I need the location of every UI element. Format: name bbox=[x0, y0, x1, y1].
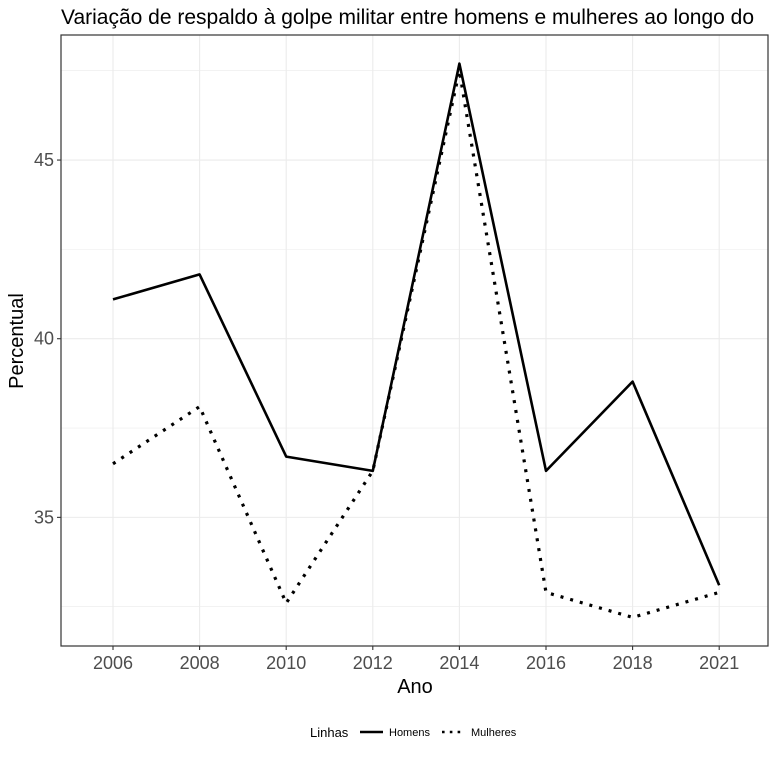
y-tick-label: 40 bbox=[34, 329, 54, 349]
x-tick-label: 2014 bbox=[439, 653, 479, 673]
x-tick-label: 2021 bbox=[699, 653, 739, 673]
series-line-mulheres bbox=[112, 69, 720, 620]
x-tick-label: 2010 bbox=[266, 653, 306, 673]
chart-title: Variação de respaldo à golpe militar ent… bbox=[61, 6, 754, 29]
series-line-homens bbox=[112, 62, 721, 586]
major-gridlines bbox=[61, 35, 768, 646]
x-tick-label: 2016 bbox=[526, 653, 566, 673]
x-tick-label: 2006 bbox=[93, 653, 133, 673]
x-tick-label: 2008 bbox=[180, 653, 220, 673]
legend-label-mulheres: Mulheres bbox=[471, 727, 517, 739]
minor-gridlines bbox=[61, 70, 768, 607]
legend: Linhas Homens Mulheres bbox=[310, 725, 517, 740]
y-tick-label: 35 bbox=[34, 507, 54, 527]
legend-label-homens: Homens bbox=[389, 727, 430, 739]
x-axis-ticks: 2006 2008 2010 2012 2014 2016 2018 2021 bbox=[93, 646, 739, 673]
y-tick-label: 45 bbox=[34, 150, 54, 170]
x-tick-label: 2018 bbox=[613, 653, 653, 673]
x-axis-label: Ano bbox=[397, 676, 433, 698]
legend-title: Linhas bbox=[310, 725, 349, 740]
x-tick-label: 2012 bbox=[353, 653, 393, 673]
plot-panel-border bbox=[60, 34, 769, 647]
y-axis-ticks: 35 40 45 bbox=[34, 150, 61, 527]
series-layer bbox=[112, 62, 721, 620]
y-axis-label: Percentual bbox=[6, 293, 28, 389]
